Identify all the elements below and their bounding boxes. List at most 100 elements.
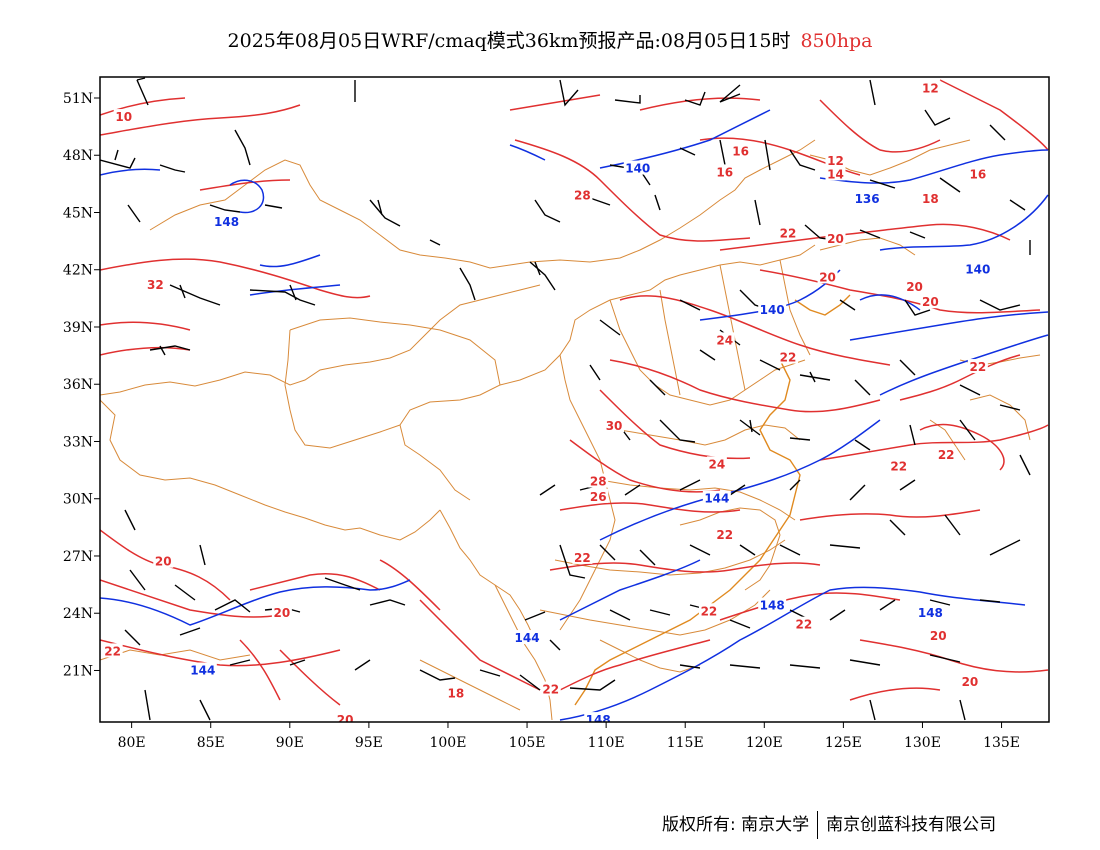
temperature-contour-label: 22 xyxy=(890,459,907,473)
temperature-contour-label-bg xyxy=(928,628,949,643)
lat-tick-label: 39N xyxy=(63,320,93,336)
temperature-contour-label-bg xyxy=(888,458,909,473)
temperature-contour-label: 22 xyxy=(938,448,955,462)
temperature-contour-label-bg xyxy=(825,166,846,181)
temperature-contour-label-bg xyxy=(540,681,561,696)
temperature-contour-label: 22 xyxy=(104,644,121,658)
height-contour-label: 148 xyxy=(214,215,239,229)
temperature-contour-label: 30 xyxy=(606,419,623,433)
wind-barbs xyxy=(100,77,1031,721)
height-contour-label: 148 xyxy=(586,713,611,727)
temperature-contour-label-bg xyxy=(698,603,719,618)
height-contour-label-bg xyxy=(702,490,731,505)
lat-tick-label: 27N xyxy=(63,549,93,565)
temperature-contour-label-bg xyxy=(967,166,988,181)
temperature-contour-label-bg xyxy=(967,359,988,374)
temperature-contour-label: 22 xyxy=(780,351,797,365)
height-contour-label: 144 xyxy=(704,492,729,506)
temperature-contour-label: 10 xyxy=(115,110,132,124)
temperature-contour-label-bg xyxy=(714,332,735,347)
map-title: 2025年08月05日WRF/cmaq模式36km预报产品:08月05日15时 8… xyxy=(0,26,1100,53)
temperature-contour-label-bg xyxy=(113,109,134,124)
temperature-contour-label: 22 xyxy=(795,618,812,632)
temperature-contour-label-bg xyxy=(588,473,609,488)
height-contour-label: 144 xyxy=(515,631,540,645)
temperature-contour-label: 20 xyxy=(155,555,172,569)
temperature-contour-label: 20 xyxy=(930,629,947,643)
temperature-contour-label: 12 xyxy=(922,81,939,95)
height-contour-label-bg xyxy=(188,662,217,677)
height-contour-label-bg xyxy=(513,630,542,645)
temperature-contour-label: 32 xyxy=(147,278,164,292)
height-contour-label-bg xyxy=(963,261,992,276)
lat-tick-label: 36N xyxy=(63,377,93,393)
height-contour-label-bg xyxy=(916,605,945,620)
lon-tick-label: 115E xyxy=(667,735,704,751)
height-contour-label: 140 xyxy=(760,303,785,317)
temperature-contour-label-bg xyxy=(572,549,593,564)
lon-tick-label: 80E xyxy=(118,735,146,751)
temperature-contour-label: 18 xyxy=(922,192,939,206)
lon-tick-label: 110E xyxy=(588,735,625,751)
temperature-contour-label-bg xyxy=(335,712,356,722)
temperature-contour-label-bg xyxy=(778,225,799,240)
temperature-contour-label: 22 xyxy=(542,683,559,697)
lat-tick-label: 51N xyxy=(63,91,93,107)
temperature-contour-label: 20 xyxy=(274,606,291,620)
lon-tick-label: 100E xyxy=(429,735,466,751)
temperature-contour-label: 28 xyxy=(590,475,607,489)
height-contour-label: 148 xyxy=(918,606,943,620)
temperature-contour-label-bg xyxy=(793,616,814,631)
lat-tick-label: 45N xyxy=(63,205,93,221)
height-contour-label: 148 xyxy=(760,599,785,613)
lon-tick-label: 90E xyxy=(276,735,304,751)
height-contour-label: 140 xyxy=(965,263,990,277)
temperature-contour-label: 20 xyxy=(962,675,979,689)
temperature-contour-label: 14 xyxy=(827,167,844,181)
height-contour-label-bg xyxy=(584,712,613,722)
lat-tick-label: 21N xyxy=(63,663,93,679)
temperature-contour-label: 24 xyxy=(708,457,725,471)
temperature-contour-label: 20 xyxy=(337,713,354,727)
temperature-contour-label: 20 xyxy=(922,295,939,309)
temperature-contour-label-bg xyxy=(920,80,941,95)
plot-frame xyxy=(99,76,1050,723)
lat-tick-label: 48N xyxy=(63,148,93,164)
temperature-contour-label-bg xyxy=(572,187,593,202)
temperature-contour-label: 22 xyxy=(701,604,718,618)
lon-tick-label: 95E xyxy=(355,735,383,751)
temperature-contour-label-bg xyxy=(730,143,751,158)
temperature-contour-label: 16 xyxy=(716,165,733,179)
temperature-contour-label-bg xyxy=(153,553,174,568)
lon-tick-label: 120E xyxy=(746,735,783,751)
temperature-contour-label: 20 xyxy=(906,280,923,294)
lat-tick-label: 30N xyxy=(63,492,93,508)
temperature-contour-label: 22 xyxy=(716,528,733,542)
temperature-contour-label: 16 xyxy=(732,144,749,158)
copyright-footer: 版权所有: 南京大学 南京创蓝科技有限公司 xyxy=(662,810,996,839)
temperature-contour-label-bg xyxy=(271,605,292,620)
height-contour-label-bg xyxy=(853,191,882,206)
temperature-contour-label: 26 xyxy=(590,490,607,504)
temperature-contour-label: 28 xyxy=(574,188,591,202)
temperature-contour-label: 22 xyxy=(780,226,797,240)
temperature-contour-label: 20 xyxy=(827,232,844,246)
temperature-contour-label: 16 xyxy=(969,167,986,181)
height-contour-label-bg xyxy=(623,160,652,175)
temperature-contour-label-bg xyxy=(936,446,957,461)
temperature-contour-label: 18 xyxy=(448,686,465,700)
temperature-contour-label-bg xyxy=(604,418,625,433)
axis-labels: 51N 48N 45N 42N 39N 36N 33N 30N 27N 24N 21N 80E 85E 9… xyxy=(63,91,1020,751)
lat-tick-label: 24N xyxy=(63,606,93,622)
temperature-contour-label-bg xyxy=(920,294,941,309)
temperature-contour-label: 20 xyxy=(819,270,836,284)
temperature-contour-label-bg xyxy=(778,349,799,364)
temperature-contour-label-bg xyxy=(825,152,846,167)
temperature-contour-label-bg xyxy=(920,191,941,206)
copyright-company: 南京创蓝科技有限公司 xyxy=(826,815,997,835)
boundary-lines xyxy=(100,139,1041,721)
temperature-contour-label-bg xyxy=(825,231,846,246)
